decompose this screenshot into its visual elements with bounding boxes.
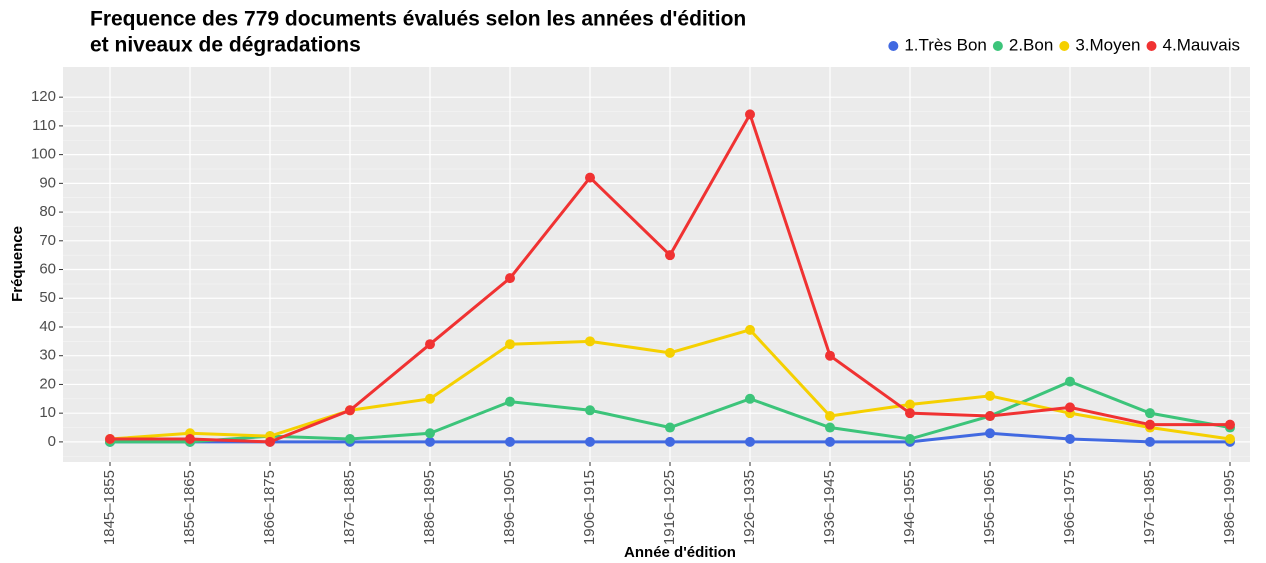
chart-title: Frequence des 779 documents évalués selo… [90, 8, 746, 31]
data-point [185, 434, 195, 445]
data-point [1145, 419, 1155, 430]
data-point [905, 408, 915, 419]
y-tick-label: 100 [31, 146, 56, 163]
data-point [905, 434, 915, 445]
legend-label: 1.Très Bon [904, 35, 987, 54]
x-tick-label: 1926–1935 [741, 470, 758, 545]
data-point [1145, 436, 1155, 447]
data-point [425, 428, 435, 439]
data-point [585, 336, 595, 347]
data-point [345, 405, 355, 416]
data-point [745, 324, 755, 335]
x-tick-label: 1856–1865 [181, 470, 198, 545]
data-point [745, 393, 755, 404]
legend-label: 3.Moyen [1075, 35, 1140, 54]
y-tick-label: 110 [32, 117, 56, 134]
x-tick-label: 1886–1895 [421, 470, 438, 545]
data-point [1065, 434, 1075, 445]
x-tick-label: 1845–1855 [101, 470, 118, 545]
x-tick-label: 1866–1875 [261, 470, 278, 545]
data-point [1065, 376, 1075, 387]
y-tick-label: 20 [39, 375, 56, 392]
chart-title: et niveaux de dégradations [90, 34, 361, 57]
data-point [1145, 408, 1155, 419]
x-tick-label: 1896–1905 [501, 470, 518, 545]
data-point [105, 434, 115, 445]
data-point [1225, 434, 1235, 445]
data-point [905, 399, 915, 410]
data-point [425, 339, 435, 350]
data-point [665, 436, 675, 447]
y-tick-label: 0 [48, 433, 56, 450]
data-point [425, 393, 435, 404]
x-axis-title: Année d'édition [624, 544, 736, 561]
data-point [745, 109, 755, 120]
legend-label: 4.Mauvais [1163, 35, 1240, 54]
x-tick-label: 1906–1915 [581, 470, 598, 545]
data-point [665, 422, 675, 433]
y-tick-label: 70 [39, 232, 56, 249]
x-tick-label: 1956–1965 [981, 470, 998, 545]
x-tick-label: 1876–1885 [341, 470, 358, 545]
data-point [1065, 402, 1075, 413]
y-tick-label: 40 [39, 318, 56, 335]
y-tick-label: 80 [39, 203, 56, 220]
legend-marker [992, 41, 1003, 51]
x-tick-label: 1976–1985 [1141, 470, 1158, 545]
data-point [1225, 419, 1235, 430]
x-tick-label: 1936–1945 [821, 470, 838, 545]
data-point [665, 347, 675, 358]
data-point [505, 339, 515, 350]
x-tick-label: 1946–1955 [901, 470, 918, 545]
legend-marker [888, 41, 899, 51]
y-tick-label: 90 [39, 174, 56, 191]
data-point [825, 350, 835, 361]
data-point [985, 428, 995, 439]
data-point [985, 390, 995, 401]
y-tick-label: 120 [31, 88, 56, 105]
x-tick-label: 1966–1975 [1061, 470, 1078, 545]
y-tick-label: 30 [39, 347, 56, 364]
data-point [345, 434, 355, 445]
x-tick-label: 1986–1995 [1221, 470, 1238, 545]
data-point [265, 436, 275, 447]
y-tick-label: 10 [39, 404, 56, 421]
data-point [825, 411, 835, 422]
y-tick-label: 60 [39, 260, 56, 277]
legend-marker [1059, 41, 1070, 51]
legend-label: 2.Bon [1009, 35, 1053, 54]
data-point [825, 436, 835, 447]
x-tick-label: 1916–1925 [661, 470, 678, 545]
data-point [665, 250, 675, 261]
data-point [585, 405, 595, 416]
data-point [505, 273, 515, 284]
data-point [585, 172, 595, 183]
data-point [745, 436, 755, 447]
plot-panel [63, 67, 1250, 462]
y-axis-title: Fréquence [9, 226, 26, 302]
legend-marker [1146, 41, 1157, 51]
data-point [585, 436, 595, 447]
data-point [425, 436, 435, 447]
y-tick-label: 50 [39, 289, 56, 306]
data-point [505, 396, 515, 407]
data-point [825, 422, 835, 433]
data-point [985, 411, 995, 422]
data-point [505, 436, 515, 447]
